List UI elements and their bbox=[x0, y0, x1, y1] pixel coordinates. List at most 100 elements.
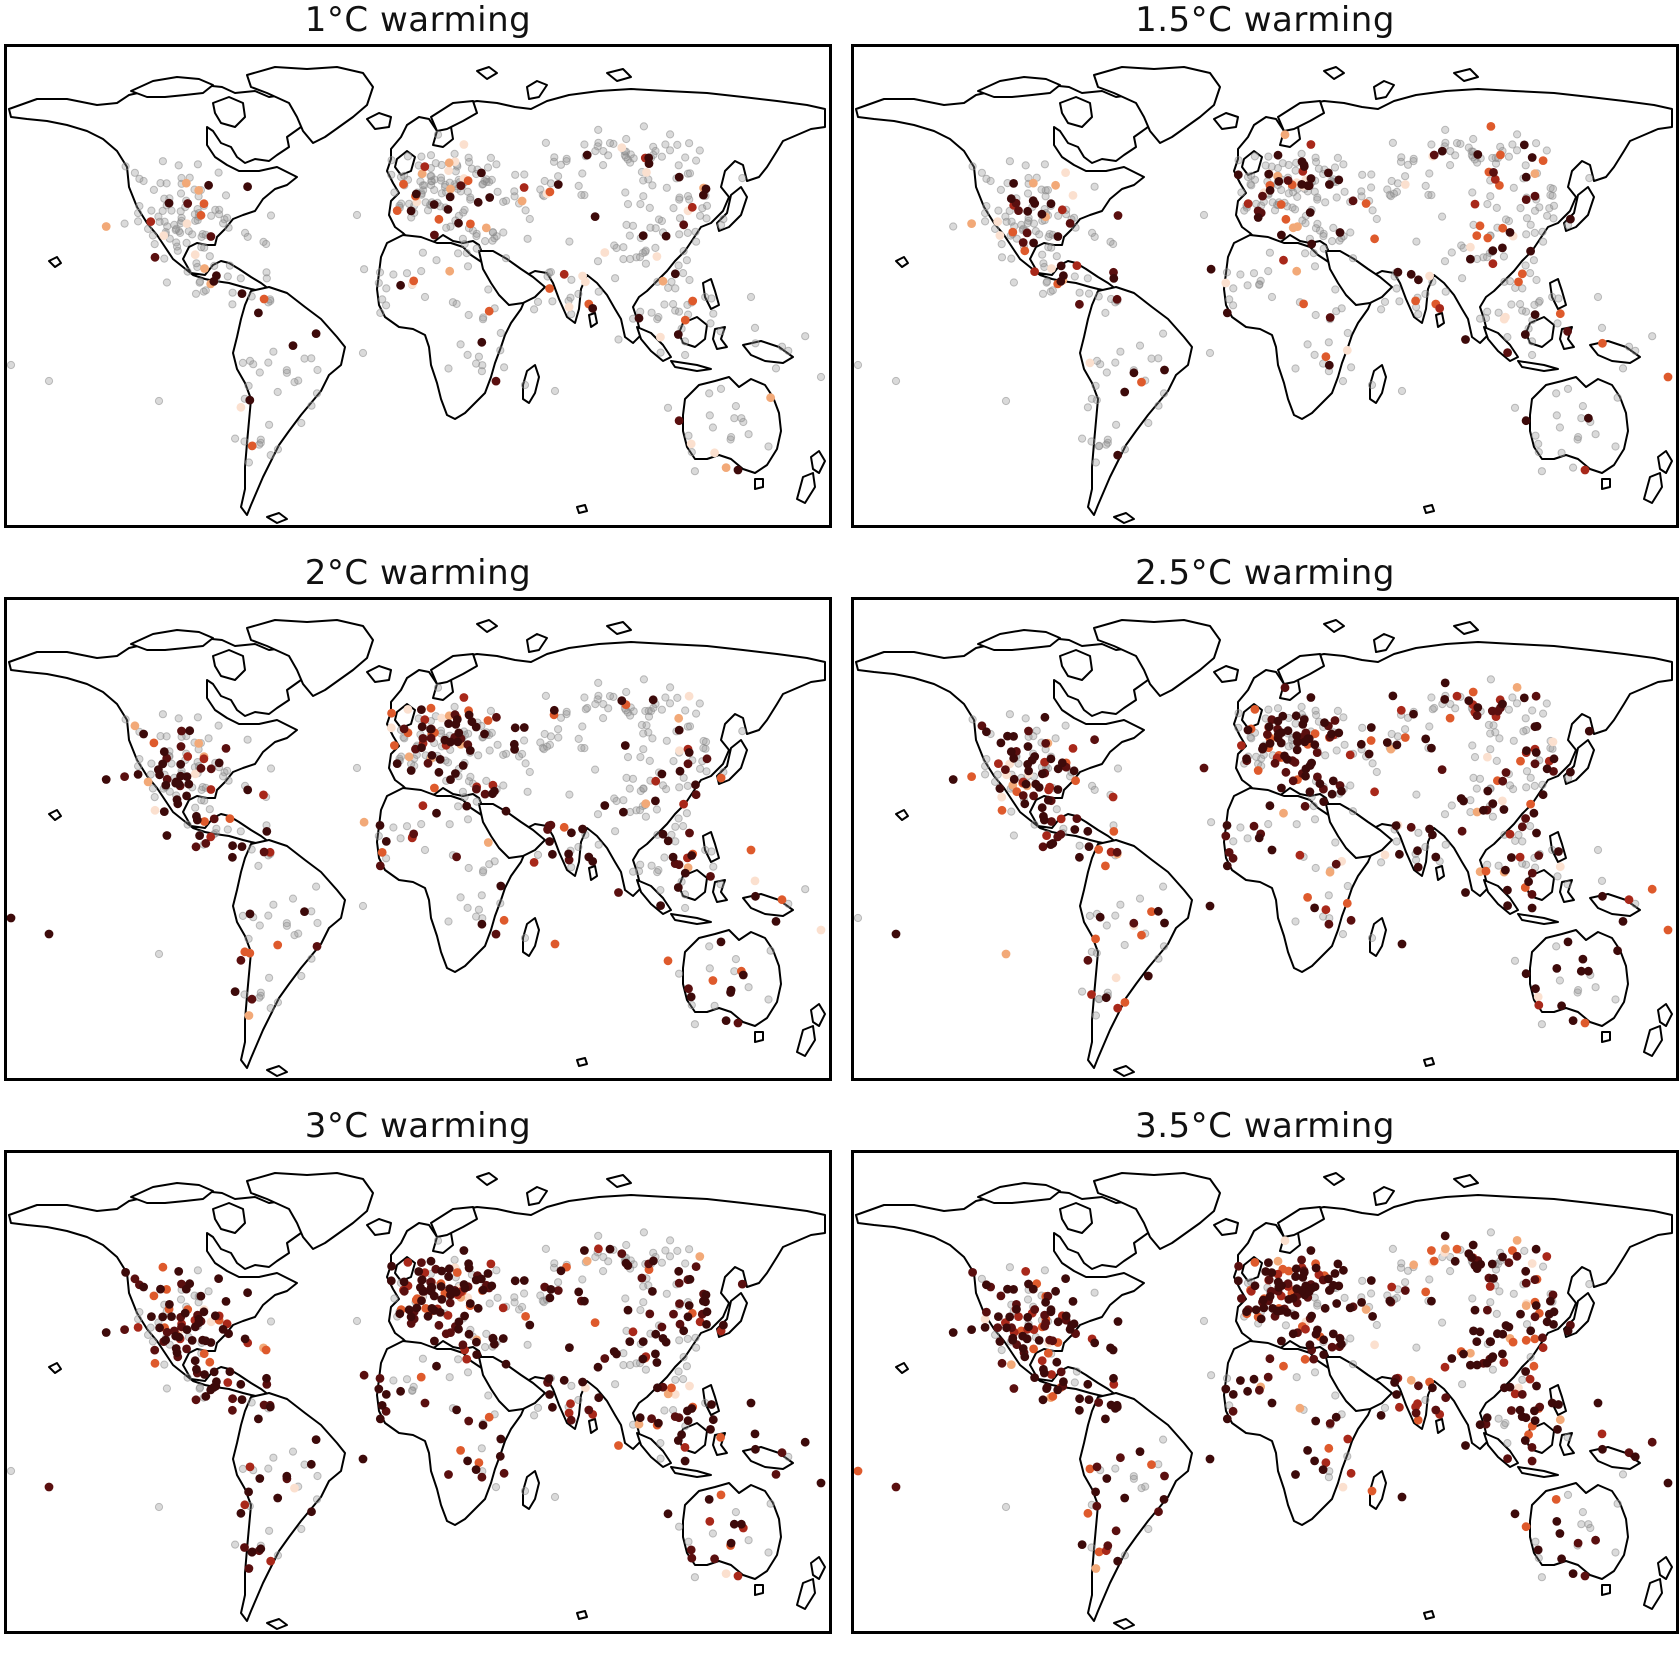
station-point bbox=[231, 434, 240, 443]
station-point bbox=[1551, 1495, 1561, 1504]
station-point bbox=[161, 780, 171, 790]
station-point bbox=[196, 763, 206, 773]
landmass-new-zealand bbox=[796, 1003, 826, 1057]
station-point bbox=[1542, 699, 1551, 708]
landmass-antarctic-tip bbox=[266, 1065, 288, 1077]
station-point bbox=[444, 166, 453, 175]
station-point bbox=[1071, 776, 1080, 786]
station-point bbox=[1258, 744, 1267, 754]
station-point bbox=[1021, 161, 1030, 170]
station-point bbox=[375, 1414, 385, 1424]
station-point bbox=[716, 937, 726, 947]
station-point bbox=[1530, 781, 1539, 790]
station-point bbox=[120, 772, 129, 781]
station-point bbox=[478, 315, 488, 324]
station-point bbox=[733, 1018, 743, 1028]
station-point bbox=[502, 196, 511, 205]
panel-title: 3.5°C warming bbox=[1135, 1106, 1395, 1146]
station-point bbox=[719, 1320, 728, 1330]
station-point bbox=[1346, 915, 1356, 925]
station-point bbox=[223, 825, 232, 834]
station-point bbox=[1229, 837, 1238, 846]
world-map-svg bbox=[854, 1172, 1673, 1630]
station-point bbox=[1068, 191, 1078, 200]
station-point bbox=[584, 1405, 594, 1415]
station-point bbox=[685, 722, 695, 731]
station-point bbox=[196, 210, 206, 220]
station-point bbox=[254, 1414, 263, 1424]
station-point bbox=[191, 1395, 201, 1405]
station-point bbox=[751, 339, 760, 348]
station-point bbox=[1255, 1385, 1264, 1395]
station-point bbox=[160, 1360, 169, 1369]
station-point bbox=[450, 1255, 459, 1265]
station-point bbox=[214, 168, 223, 177]
station-point bbox=[647, 308, 656, 317]
station-point bbox=[1056, 814, 1066, 824]
station-point bbox=[1320, 1303, 1330, 1313]
station-point bbox=[156, 1284, 165, 1294]
station-point bbox=[1597, 1429, 1607, 1439]
station-point bbox=[1003, 731, 1012, 741]
station-point bbox=[374, 831, 383, 841]
station-point bbox=[1396, 705, 1406, 715]
station-point bbox=[684, 431, 693, 440]
station-point bbox=[426, 1256, 436, 1266]
station-point bbox=[417, 1258, 426, 1267]
map-panel-2c: 2°C warming bbox=[4, 553, 832, 1093]
station-point bbox=[685, 1245, 694, 1254]
station-point bbox=[556, 160, 566, 169]
station-point bbox=[1116, 900, 1125, 909]
station-point bbox=[1557, 1001, 1566, 1011]
station-point bbox=[737, 414, 746, 423]
station-point bbox=[453, 737, 463, 747]
station-point bbox=[1154, 401, 1163, 410]
station-point bbox=[1048, 1392, 1058, 1401]
station-point bbox=[654, 866, 663, 875]
station-point bbox=[600, 801, 610, 810]
station-point bbox=[1009, 179, 1018, 188]
station-point bbox=[352, 210, 362, 220]
station-point bbox=[658, 276, 668, 286]
station-point bbox=[1518, 1375, 1527, 1384]
station-point bbox=[520, 1486, 530, 1496]
station-point bbox=[1253, 213, 1263, 222]
station-point bbox=[1522, 746, 1531, 755]
station-point bbox=[254, 308, 263, 318]
station-point bbox=[1440, 810, 1450, 819]
station-point bbox=[1154, 954, 1163, 963]
station-point bbox=[359, 1370, 369, 1380]
station-point bbox=[671, 1375, 680, 1384]
station-point bbox=[264, 911, 273, 920]
station-point bbox=[991, 224, 1000, 233]
station-point bbox=[1509, 736, 1518, 745]
station-point bbox=[1330, 163, 1340, 172]
station-point bbox=[1521, 714, 1530, 723]
station-point bbox=[1553, 872, 1562, 881]
station-point bbox=[1585, 1280, 1594, 1289]
station-point bbox=[726, 1538, 736, 1548]
station-point bbox=[200, 796, 209, 805]
station-point bbox=[1020, 246, 1030, 256]
station-point bbox=[484, 1412, 494, 1422]
station-point bbox=[307, 1507, 316, 1517]
station-point bbox=[358, 348, 368, 358]
station-point bbox=[674, 307, 684, 316]
landmass-severnaya bbox=[1453, 621, 1479, 635]
station-point bbox=[1160, 1471, 1169, 1481]
landmass-south-georgia bbox=[576, 504, 588, 514]
station-point bbox=[1521, 195, 1531, 205]
station-point bbox=[996, 1291, 1006, 1301]
station-point bbox=[399, 724, 409, 734]
station-point bbox=[997, 1346, 1006, 1355]
station-point bbox=[1481, 314, 1491, 323]
station-point bbox=[1499, 1358, 1509, 1367]
station-point bbox=[1038, 842, 1048, 852]
station-point bbox=[510, 192, 519, 201]
landmass-antarctic-tip bbox=[1113, 1065, 1135, 1077]
station-point bbox=[135, 202, 144, 211]
station-point bbox=[1468, 188, 1477, 197]
station-point bbox=[623, 1305, 633, 1315]
landmass-madagascar bbox=[522, 917, 540, 957]
station-point bbox=[382, 284, 391, 293]
